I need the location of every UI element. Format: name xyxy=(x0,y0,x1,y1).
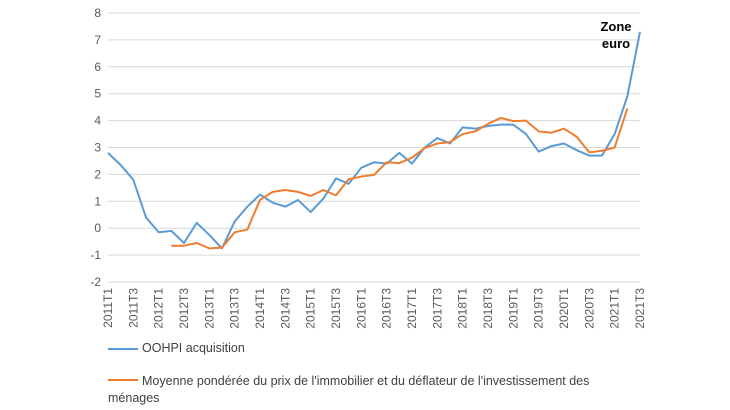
y-tick-label: 1 xyxy=(94,194,101,208)
legend-label-weighted-average: Moyenne pondérée du prix de l'immobilier… xyxy=(108,374,590,405)
x-tick-label: 2019T3 xyxy=(532,288,546,329)
legend-label-oohpi: OOHPI acquisition xyxy=(142,341,245,355)
y-tick-label: 4 xyxy=(94,114,101,128)
y-tick-label: -1 xyxy=(90,248,101,262)
x-tick-label: 2017T3 xyxy=(430,288,444,329)
x-tick-label: 2018T1 xyxy=(456,288,470,329)
chart-annotation-line-2: euro xyxy=(602,36,630,51)
x-tick-label: 2021T1 xyxy=(608,288,622,329)
legend-swatch-weighted-average xyxy=(108,379,138,381)
x-tick-label: 2020T1 xyxy=(557,288,571,329)
y-tick-label: -2 xyxy=(90,275,101,289)
x-tick-label: 2019T1 xyxy=(506,288,520,329)
series-line-1 xyxy=(171,108,629,250)
x-tick-label: 2014T3 xyxy=(278,288,292,329)
legend-entry-oohpi: OOHPI acquisition xyxy=(108,340,245,357)
x-tick-label: 2012T1 xyxy=(152,288,166,329)
chart-annotation-line-1: Zone xyxy=(600,19,631,34)
series-line-0 xyxy=(107,31,641,250)
x-tick-label: 2016T3 xyxy=(380,288,394,329)
x-tick-label: 2012T3 xyxy=(177,288,191,329)
legend-entry-weighted-average: Moyenne pondérée du prix de l'immobilier… xyxy=(108,373,628,407)
x-tick-label: 2020T3 xyxy=(582,288,596,329)
y-tick-label: 0 xyxy=(94,221,101,235)
y-tick-label: 3 xyxy=(94,141,101,155)
series-lines xyxy=(107,31,641,250)
x-tick-label: 2011T1 xyxy=(101,288,115,328)
x-tick-label: 2021T3 xyxy=(633,288,647,329)
x-tick-label: 2017T1 xyxy=(405,288,419,329)
y-tick-label: 7 xyxy=(94,33,101,47)
x-tick-label: 2013T3 xyxy=(228,288,242,329)
x-tick-label: 2011T3 xyxy=(126,288,140,328)
legend-swatch-oohpi xyxy=(108,347,138,350)
x-tick-label: 2016T1 xyxy=(354,288,368,329)
x-tick-label: 2013T1 xyxy=(202,288,216,329)
y-tick-label: 8 xyxy=(94,6,101,20)
x-tick-label: 2018T3 xyxy=(481,288,495,329)
x-tick-label: 2014T1 xyxy=(253,288,267,329)
y-tick-label: 6 xyxy=(94,60,101,74)
y-axis-tick-labels: -2 -1 0 1 2 3 4 5 6 7 8 xyxy=(90,6,101,289)
grid-lines xyxy=(108,12,640,283)
y-tick-label: 2 xyxy=(94,167,101,181)
y-tick-label: 5 xyxy=(94,87,101,101)
x-tick-label: 2015T1 xyxy=(304,288,318,329)
x-axis-tick-labels: 2011T1 2011T3 2012T1 2012T3 2013T1 2013T3 2014… xyxy=(101,288,647,329)
x-tick-label: 2015T3 xyxy=(329,288,343,329)
